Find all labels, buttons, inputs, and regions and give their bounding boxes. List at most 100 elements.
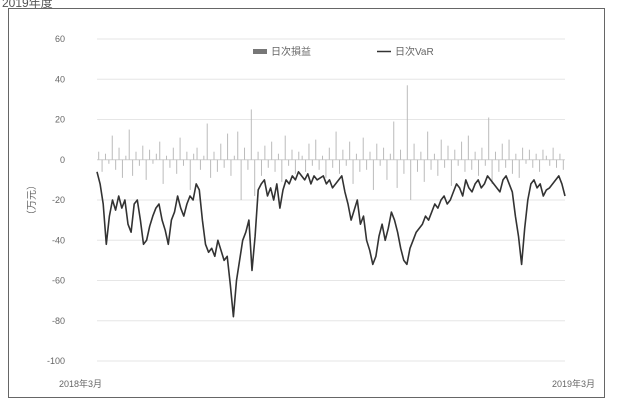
bar <box>203 155 205 160</box>
bar <box>328 147 330 160</box>
bar <box>155 153 157 160</box>
bar <box>461 141 463 160</box>
bar <box>244 147 246 160</box>
y-tick-label: -20 <box>52 195 65 205</box>
bar <box>98 151 100 160</box>
bar <box>440 139 442 160</box>
bar <box>206 123 208 160</box>
bar <box>420 151 422 160</box>
bar <box>128 129 130 160</box>
bar <box>199 159 201 170</box>
bar <box>383 147 385 160</box>
bar <box>294 159 296 174</box>
bar <box>369 151 371 160</box>
bar <box>505 159 507 168</box>
bar <box>142 145 144 160</box>
bar <box>386 159 388 180</box>
bar <box>457 159 459 166</box>
bar <box>254 159 256 196</box>
y-axis-label: （万元） <box>26 180 38 220</box>
bar <box>230 159 232 176</box>
bar <box>318 159 320 170</box>
bar <box>342 149 344 160</box>
bar <box>125 155 127 160</box>
y-tick-label: -40 <box>52 235 65 245</box>
bar <box>403 159 405 174</box>
bar <box>535 153 537 160</box>
bar <box>305 159 307 172</box>
chart-svg: 60 40 20 0 -20 -40 -60 -80 -100 （万元） 2018年3月 201… <box>26 34 595 389</box>
bar <box>518 159 520 178</box>
bar <box>488 117 490 160</box>
x-end-label: 2019年3月 <box>552 378 595 389</box>
bar <box>267 159 269 168</box>
bar <box>172 147 174 160</box>
bar <box>162 159 164 184</box>
bar <box>464 159 466 172</box>
bar <box>298 151 300 160</box>
bar <box>118 147 120 160</box>
bar <box>416 159 418 172</box>
bar <box>508 139 510 160</box>
y-tick-label: 0 <box>60 155 65 165</box>
bar <box>525 159 527 164</box>
bar <box>406 85 408 160</box>
bar <box>166 155 168 160</box>
bar <box>522 147 524 160</box>
line-series <box>96 171 566 318</box>
bar <box>562 159 564 170</box>
bar <box>257 151 259 160</box>
y-tick-label: -100 <box>47 356 65 366</box>
bar <box>220 143 222 160</box>
bar <box>349 141 351 160</box>
chart-frame: 60 40 20 0 -20 -40 -60 -80 -100 （万元） 2018年3月 201… <box>8 8 605 398</box>
legend-bar-swatch <box>253 49 267 54</box>
bar <box>227 133 229 160</box>
bar <box>179 137 181 160</box>
bar <box>193 153 195 160</box>
bar <box>559 153 561 160</box>
bar <box>182 159 184 166</box>
bar <box>335 131 337 160</box>
bar <box>494 151 496 160</box>
bar <box>169 159 171 168</box>
bar <box>152 159 154 164</box>
bar <box>481 147 483 160</box>
x-start-label: 2018年3月 <box>59 378 102 389</box>
bar <box>138 159 140 166</box>
bar <box>338 159 340 174</box>
bar <box>111 135 113 160</box>
bar <box>332 159 334 168</box>
y-tick-label: 40 <box>55 74 65 84</box>
bar <box>532 159 534 168</box>
bar <box>427 131 429 160</box>
bar <box>277 153 279 160</box>
bar <box>135 151 137 160</box>
bar <box>393 121 395 160</box>
legend: 日次損益 日次VaR <box>253 45 434 58</box>
bar <box>149 149 151 160</box>
bar <box>115 159 117 170</box>
bar <box>539 159 541 172</box>
bar <box>556 159 558 168</box>
bar <box>447 145 449 160</box>
bar <box>271 141 273 160</box>
bar <box>400 149 402 160</box>
bar-series <box>98 85 564 200</box>
y-axis-ticks: 60 40 20 0 -20 -40 -60 -80 -100 <box>47 34 65 366</box>
bar <box>528 149 530 160</box>
bar <box>372 159 374 190</box>
bar <box>281 159 283 182</box>
bar <box>233 155 235 160</box>
bar <box>362 137 364 160</box>
bar <box>444 159 446 168</box>
bar <box>301 155 303 160</box>
bar <box>322 155 324 160</box>
bar <box>450 159 452 186</box>
bar <box>498 159 500 172</box>
bar <box>121 159 123 178</box>
bar <box>308 143 310 160</box>
bar <box>247 159 249 170</box>
bar <box>366 159 368 170</box>
bar <box>478 159 480 176</box>
